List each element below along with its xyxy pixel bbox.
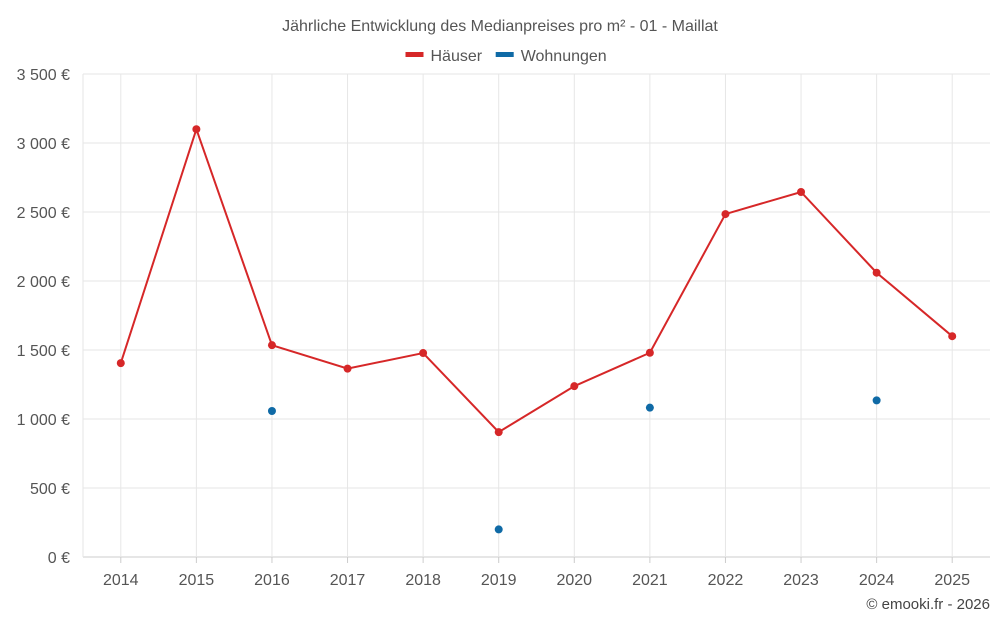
x-tick-label: 2021 xyxy=(632,572,668,589)
legend-swatch xyxy=(495,52,514,57)
y-tick-label: 0 € xyxy=(48,550,70,567)
data-point xyxy=(570,382,579,391)
data-point xyxy=(872,396,881,405)
data-point xyxy=(948,332,957,341)
data-point xyxy=(645,348,654,357)
x-tick-label: 2025 xyxy=(934,572,970,589)
x-tick-label: 2020 xyxy=(556,572,592,589)
data-point xyxy=(872,268,881,277)
data-point xyxy=(419,349,428,358)
x-tick-label: 2016 xyxy=(254,572,290,589)
legend: Häuser Wohnungen xyxy=(405,48,607,65)
y-tick-label: 500 € xyxy=(30,481,70,498)
x-tick-label: 2014 xyxy=(103,572,139,589)
x-tick-label: 2024 xyxy=(859,572,895,589)
series xyxy=(116,125,957,534)
x-tick-label: 2023 xyxy=(783,572,819,589)
data-point xyxy=(267,406,276,415)
legend-swatch xyxy=(405,52,424,57)
grid xyxy=(82,73,990,558)
data-point xyxy=(721,210,730,219)
x-tick-label: 2019 xyxy=(481,572,517,589)
x-tick-label: 2015 xyxy=(179,572,215,589)
y-tick-label: 1 000 € xyxy=(17,412,70,429)
x-axis-ticks: 2014 2015 2016 2017 2018 2019 2020 2021 2022 2023… xyxy=(103,557,970,589)
y-axis-ticks: 0 € 500 € 1 000 € 1 500 € 2 000 € 2 500 € 3 00… xyxy=(17,67,70,567)
x-tick-label: 2018 xyxy=(405,572,441,589)
y-tick-label: 2 000 € xyxy=(17,274,70,291)
series-line-häuser xyxy=(119,126,953,434)
credit-text: © emooki.fr - 2026 xyxy=(866,596,990,613)
x-tick-label: 2017 xyxy=(330,572,366,589)
legend-label: Wohnungen xyxy=(521,48,607,65)
data-point xyxy=(494,428,503,437)
y-tick-label: 3 500 € xyxy=(17,67,70,84)
data-point xyxy=(343,364,352,373)
chart-title: Jährliche Entwicklung des Medianpreises … xyxy=(282,18,718,35)
legend-label: Häuser xyxy=(431,48,483,65)
data-point xyxy=(192,125,201,134)
data-point xyxy=(267,341,276,350)
data-point xyxy=(645,403,654,412)
data-point xyxy=(494,525,503,534)
y-tick-label: 3 000 € xyxy=(17,136,70,153)
data-point xyxy=(116,359,125,368)
data-point xyxy=(797,187,806,196)
x-tick-label: 2022 xyxy=(708,572,744,589)
y-tick-label: 1 500 € xyxy=(17,343,70,360)
y-tick-label: 2 500 € xyxy=(17,205,70,222)
